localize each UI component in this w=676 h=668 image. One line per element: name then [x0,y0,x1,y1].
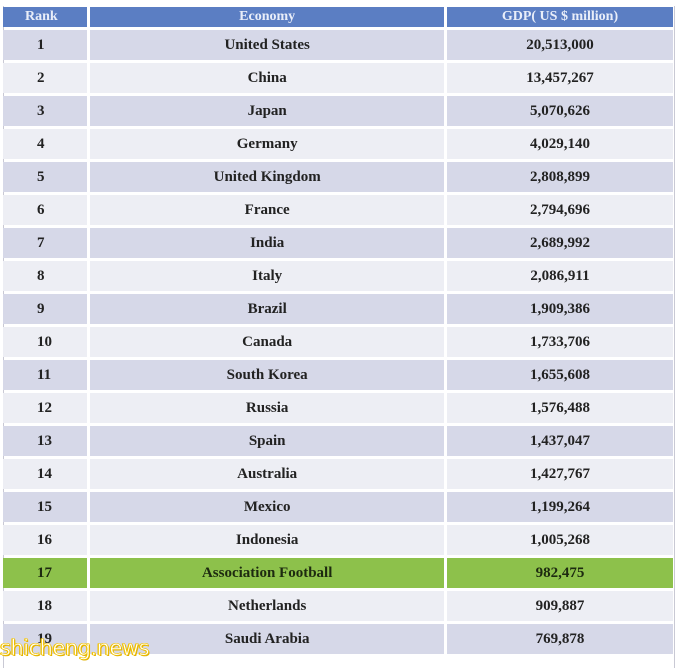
table-row: 5 United Kingdom 2,808,899 [3,162,673,192]
table-row: 10 Canada 1,733,706 [3,327,673,357]
table-row: 4 Germany 4,029,140 [3,129,673,159]
table-row: 18 Netherlands 909,887 [3,591,673,621]
table-row: 12 Russia 1,576,488 [3,393,673,423]
rank-cell: 15 [3,492,88,522]
economy-cell: Netherlands [90,591,444,621]
gdp-cell: 5,070,626 [446,96,673,126]
economy-cell: Brazil [90,294,444,324]
table-row: 8 Italy 2,086,911 [3,261,673,291]
rank-cell: 17 [3,558,88,588]
economy-cell: Canada [90,327,444,357]
rank-cell: 3 [3,96,88,126]
economy-cell: Saudi Arabia [90,624,444,654]
gdp-cell: 1,005,268 [446,525,673,555]
gdp-cell: 2,808,899 [446,162,673,192]
table-row: 9 Brazil 1,909,386 [3,294,673,324]
economy-cell: Italy [90,261,444,291]
table-row: 13 Spain 1,437,047 [3,426,673,456]
gdp-cell: 2,794,696 [446,195,673,225]
table-row: 2 China 13,457,267 [3,63,673,93]
gdp-cell: 982,475 [446,558,673,588]
economy-cell: Japan [90,96,444,126]
gdp-cell: 1,733,706 [446,327,673,357]
gdp-cell: 909,887 [446,591,673,621]
table-row: 1 United States 20,513,000 [3,30,673,60]
rank-cell: 9 [3,294,88,324]
rank-cell: 10 [3,327,88,357]
column-header-rank: Rank [3,7,88,27]
economy-cell: India [90,228,444,258]
gdp-cell: 1,199,264 [446,492,673,522]
rank-cell: 6 [3,195,88,225]
gdp-cell: 1,437,047 [446,426,673,456]
rank-cell: 4 [3,129,88,159]
table-row: 19 Saudi Arabia 769,878 [3,624,673,654]
gdp-cell: 1,576,488 [446,393,673,423]
rank-cell: 12 [3,393,88,423]
gdp-cell: 2,689,992 [446,228,673,258]
rank-cell: 2 [3,63,88,93]
gdp-cell: 2,086,911 [446,261,673,291]
rank-cell: 18 [3,591,88,621]
column-header-economy: Economy [90,7,444,27]
economy-cell: United States [90,30,444,60]
economy-cell: Spain [90,426,444,456]
economy-cell: Mexico [90,492,444,522]
rank-cell: 1 [3,30,88,60]
rank-cell: 13 [3,426,88,456]
table-row: 15 Mexico 1,199,264 [3,492,673,522]
rank-cell: 11 [3,360,88,390]
rank-cell: 8 [3,261,88,291]
watermark: shicheng.news [0,636,150,661]
rank-cell: 16 [3,525,88,555]
table-row: 14 Australia 1,427,767 [3,459,673,489]
economy-cell: Indonesia [90,525,444,555]
economy-cell: France [90,195,444,225]
rank-cell: 7 [3,228,88,258]
table-row: 6 France 2,794,696 [3,195,673,225]
gdp-cell: 20,513,000 [446,30,673,60]
economy-cell: United Kingdom [90,162,444,192]
economy-cell: Australia [90,459,444,489]
table-body: 1 United States 20,513,000 2 China 13,457,267… [3,30,673,654]
table-row: 3 Japan 5,070,626 [3,96,673,126]
rank-cell: 19 [3,624,88,654]
rank-cell: 5 [3,162,88,192]
economy-cell: South Korea [90,360,444,390]
table-row: 16 Indonesia 1,005,268 [3,525,673,555]
gdp-cell: 1,909,386 [446,294,673,324]
table-header-row: Rank Economy GDP( US $ million) [3,7,673,27]
column-header-gdp: GDP( US $ million) [446,7,673,27]
gdp-cell: 1,427,767 [446,459,673,489]
gdp-cell: 13,457,267 [446,63,673,93]
economy-cell: Germany [90,129,444,159]
table-row: 17 Association Football 982,475 [3,558,673,588]
economy-cell: China [90,63,444,93]
gdp-ranking-table: Rank Economy GDP( US $ million) 1 United … [0,4,676,657]
economy-cell: Russia [90,393,444,423]
gdp-cell: 1,655,608 [446,360,673,390]
gdp-cell: 4,029,140 [446,129,673,159]
gdp-cell: 769,878 [446,624,673,654]
economy-cell: Association Football [90,558,444,588]
table-row: 11 South Korea 1,655,608 [3,360,673,390]
table-row: 7 India 2,689,992 [3,228,673,258]
rank-cell: 14 [3,459,88,489]
